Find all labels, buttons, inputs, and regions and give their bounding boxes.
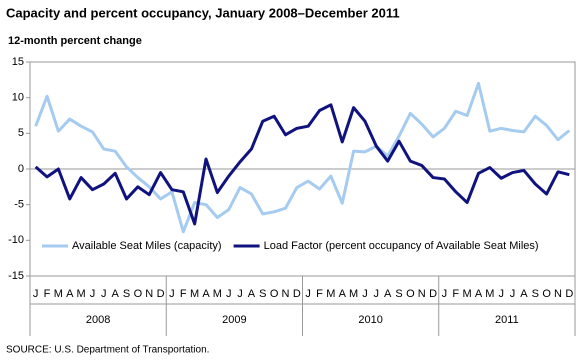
y-axis-label: 12-month percent change (8, 35, 142, 47)
x-tick-label: N (145, 288, 153, 300)
y-tick-label: -10 (8, 234, 24, 246)
x-tick-label: M (326, 288, 335, 300)
x-tick-label: O (270, 288, 279, 300)
x-tick-label: M (349, 288, 358, 300)
x-group-label: 2011 (495, 314, 519, 326)
x-tick-label: N (281, 288, 289, 300)
x-tick-label: F (44, 288, 51, 300)
x-tick-label: A (475, 288, 483, 300)
x-tick-label: J (90, 288, 96, 300)
x-tick-label: F (316, 288, 323, 300)
legend-label: Available Seat Miles (capacity) (72, 240, 222, 252)
x-tick-label: M (485, 288, 494, 300)
x-tick-label: O (134, 288, 143, 300)
x-tick-label: D (293, 288, 301, 300)
x-tick-label: M (77, 288, 86, 300)
x-tick-label: A (520, 288, 528, 300)
x-tick-label: M (213, 288, 222, 300)
x-tick-label: A (248, 288, 256, 300)
source: SOURCE: U.S. Department of Transportatio… (6, 345, 209, 356)
x-tick-label: J (101, 288, 107, 300)
x-tick-label: A (111, 288, 119, 300)
x-tick-label: J (226, 288, 232, 300)
y-tick-label: 15 (12, 56, 24, 68)
x-group-label: 2009 (222, 314, 246, 326)
x-tick-label: M (463, 288, 472, 300)
x-tick-label: F (452, 288, 459, 300)
x-tick-label: J (33, 288, 39, 300)
x-tick-label: J (169, 288, 175, 300)
x-tick-label: N (554, 288, 562, 300)
x-tick-label: M (54, 288, 63, 300)
x-tick-label: A (384, 288, 392, 300)
x-tick-label: D (157, 288, 165, 300)
x-tick-label: J (305, 288, 311, 300)
y-tick-label: -5 (14, 199, 24, 211)
x-tick-label: S (395, 288, 402, 300)
x-tick-label: S (123, 288, 130, 300)
x-tick-label: S (532, 288, 539, 300)
x-tick-label: N (418, 288, 426, 300)
legend-label: Load Factor (percent occupancy of Availa… (264, 240, 539, 252)
x-tick-label: A (202, 288, 210, 300)
series-line (34, 103, 570, 226)
x-tick-label: A (339, 288, 347, 300)
y-tick-label: 5 (18, 127, 24, 139)
legend-box (38, 236, 572, 256)
y-tick-label: 0 (18, 163, 24, 175)
x-tick-label: F (180, 288, 187, 300)
x-group-label: 2010 (358, 314, 382, 326)
x-tick-label: J (362, 288, 368, 300)
series-line (34, 81, 571, 234)
x-tick-label: D (565, 288, 573, 300)
x-tick-label: J (237, 288, 243, 300)
x-tick-label: O (406, 288, 415, 300)
x-tick-label: D (429, 288, 437, 300)
x-tick-label: J (442, 288, 448, 300)
x-tick-label: J (374, 288, 380, 300)
chart-title: Capacity and percent occupancy, January … (6, 5, 400, 20)
x-tick-label: A (66, 288, 74, 300)
x-tick-label: O (542, 288, 551, 300)
x-tick-label: J (510, 288, 516, 300)
x-tick-label: M (190, 288, 199, 300)
x-tick-label: S (259, 288, 266, 300)
x-tick-label: J (498, 288, 504, 300)
y-tick-label: -15 (8, 270, 24, 282)
y-tick-label: 10 (12, 92, 24, 104)
x-group-label: 2008 (86, 314, 110, 326)
